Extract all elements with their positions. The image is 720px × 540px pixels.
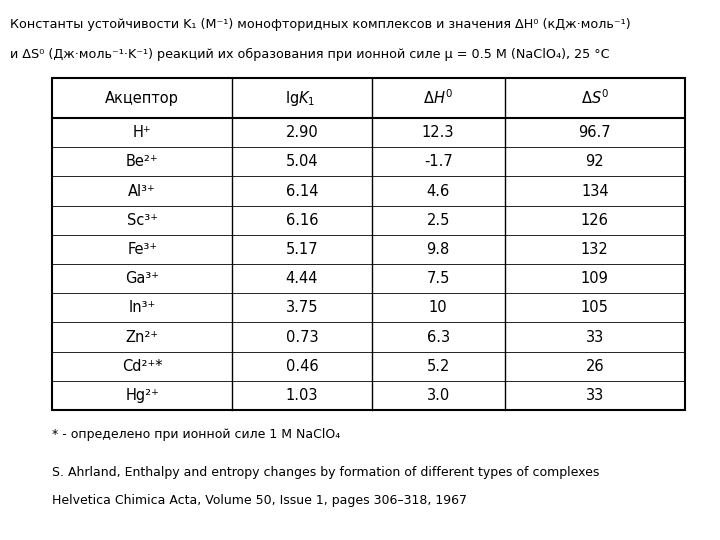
Text: 9.8: 9.8 [426, 242, 450, 257]
Text: 109: 109 [581, 271, 608, 286]
Text: Cd²⁺*: Cd²⁺* [122, 359, 163, 374]
Text: и ΔS⁰ (Дж·моль⁻¹·K⁻¹) реакций их образования при ионной силе μ = 0.5 M (NaClO₄),: и ΔS⁰ (Дж·моль⁻¹·K⁻¹) реакций их образов… [10, 48, 610, 61]
Text: Fe³⁺: Fe³⁺ [127, 242, 157, 257]
Text: 7.5: 7.5 [426, 271, 450, 286]
Text: Sc³⁺: Sc³⁺ [127, 213, 158, 228]
Text: 6.14: 6.14 [286, 184, 318, 199]
Text: 126: 126 [581, 213, 608, 228]
Text: * - определено при ионной силе 1 M NaClO₄: * - определено при ионной силе 1 M NaClO… [52, 428, 341, 441]
Text: 3.0: 3.0 [426, 388, 450, 403]
Text: -1.7: -1.7 [424, 154, 452, 170]
Text: 5.17: 5.17 [286, 242, 318, 257]
Text: lg$K_1$: lg$K_1$ [285, 89, 315, 107]
Text: 105: 105 [581, 300, 608, 315]
Text: Zn²⁺: Zn²⁺ [125, 329, 159, 345]
Text: 33: 33 [585, 329, 604, 345]
Text: 92: 92 [585, 154, 604, 170]
Text: H⁺: H⁺ [133, 125, 151, 140]
Text: Константы устойчивости K₁ (M⁻¹) монофторидных комплексов и значения ΔH⁰ (кДж·мол: Константы устойчивости K₁ (M⁻¹) монофтор… [10, 18, 631, 31]
Text: 6.16: 6.16 [286, 213, 318, 228]
Text: $\Delta S^0$: $\Delta S^0$ [581, 89, 609, 107]
Text: 5.04: 5.04 [286, 154, 318, 170]
Text: 4.6: 4.6 [426, 184, 450, 199]
Text: 2.90: 2.90 [286, 125, 318, 140]
Text: 0.46: 0.46 [286, 359, 318, 374]
Text: $\Delta H^0$: $\Delta H^0$ [423, 89, 453, 107]
Text: 4.44: 4.44 [286, 271, 318, 286]
Text: Helvetica Chimica Acta, Volume 50, Issue 1, pages 306–318, 1967: Helvetica Chimica Acta, Volume 50, Issue… [52, 494, 467, 507]
Text: In³⁺: In³⁺ [129, 300, 156, 315]
Text: 10: 10 [429, 300, 447, 315]
Text: S. Ahrland, Enthalpy and entropy changes by formation of different types of comp: S. Ahrland, Enthalpy and entropy changes… [52, 466, 599, 479]
Text: 3.75: 3.75 [286, 300, 318, 315]
Text: 96.7: 96.7 [578, 125, 611, 140]
Text: 1.03: 1.03 [286, 388, 318, 403]
Text: 6.3: 6.3 [426, 329, 450, 345]
Text: Hg²⁺: Hg²⁺ [125, 388, 159, 403]
Text: 132: 132 [581, 242, 608, 257]
Text: 134: 134 [581, 184, 608, 199]
Text: 12.3: 12.3 [422, 125, 454, 140]
Text: 26: 26 [585, 359, 604, 374]
Text: Акцептор: Акцептор [105, 91, 179, 105]
Text: 5.2: 5.2 [426, 359, 450, 374]
Text: 33: 33 [585, 388, 604, 403]
Bar [52, 78, 685, 410]
Text: Be²⁺: Be²⁺ [126, 154, 158, 170]
Text: Al³⁺: Al³⁺ [128, 184, 156, 199]
Text: 0.73: 0.73 [286, 329, 318, 345]
Text: Ga³⁺: Ga³⁺ [125, 271, 159, 286]
Text: 2.5: 2.5 [426, 213, 450, 228]
